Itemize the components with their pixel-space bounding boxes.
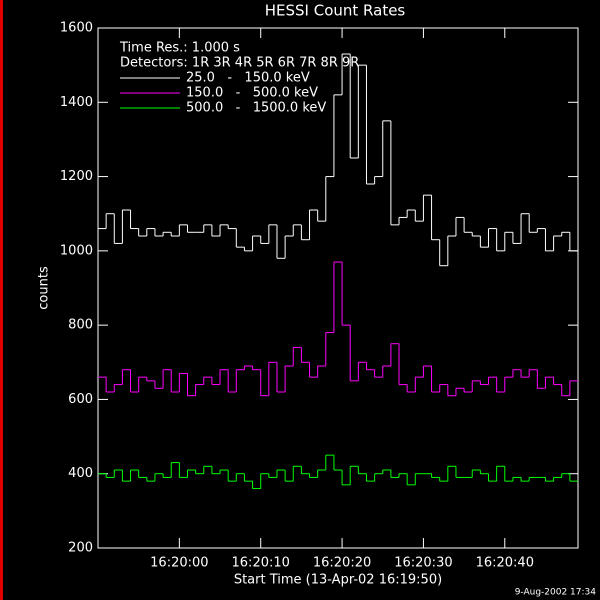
x-tick-label: 16:20:20 xyxy=(313,556,371,571)
x-tick-label: 16:20:30 xyxy=(394,556,452,571)
legend-label: 500.0 - 1500.0 keV xyxy=(186,101,326,116)
x-tick-label: 16:20:40 xyxy=(476,556,534,571)
y-axis-label: counts xyxy=(37,266,52,310)
y-tick-label: 1600 xyxy=(60,21,93,36)
annotation: Time Res.: 1.000 s xyxy=(119,41,240,56)
y-tick-label: 1000 xyxy=(60,243,93,258)
x-tick-label: 16:20:10 xyxy=(232,556,290,571)
y-tick-label: 1200 xyxy=(60,169,93,184)
x-tick-label: 16:20:00 xyxy=(150,556,208,571)
y-tick-label: 400 xyxy=(68,466,93,481)
legend-label: 150.0 - 500.0 keV xyxy=(186,86,318,101)
plot-frame xyxy=(97,27,579,549)
annotation: Detectors: 1R 3R 4R 5R 6R 7R 8R 9R xyxy=(120,56,359,71)
left-border xyxy=(0,0,3,600)
chart-title: HESSI Count Rates xyxy=(265,2,406,20)
footer: 9-Aug-2002 17:34 xyxy=(515,588,597,598)
y-tick-label: 200 xyxy=(68,541,93,556)
y-tick-label: 600 xyxy=(68,392,93,407)
y-tick-label: 1400 xyxy=(60,95,93,110)
x-axis-label: Start Time (13-Apr-02 16:19:50) xyxy=(234,573,442,588)
y-tick-label: 800 xyxy=(68,318,93,333)
legend-label: 25.0 - 150.0 keV xyxy=(186,71,310,86)
